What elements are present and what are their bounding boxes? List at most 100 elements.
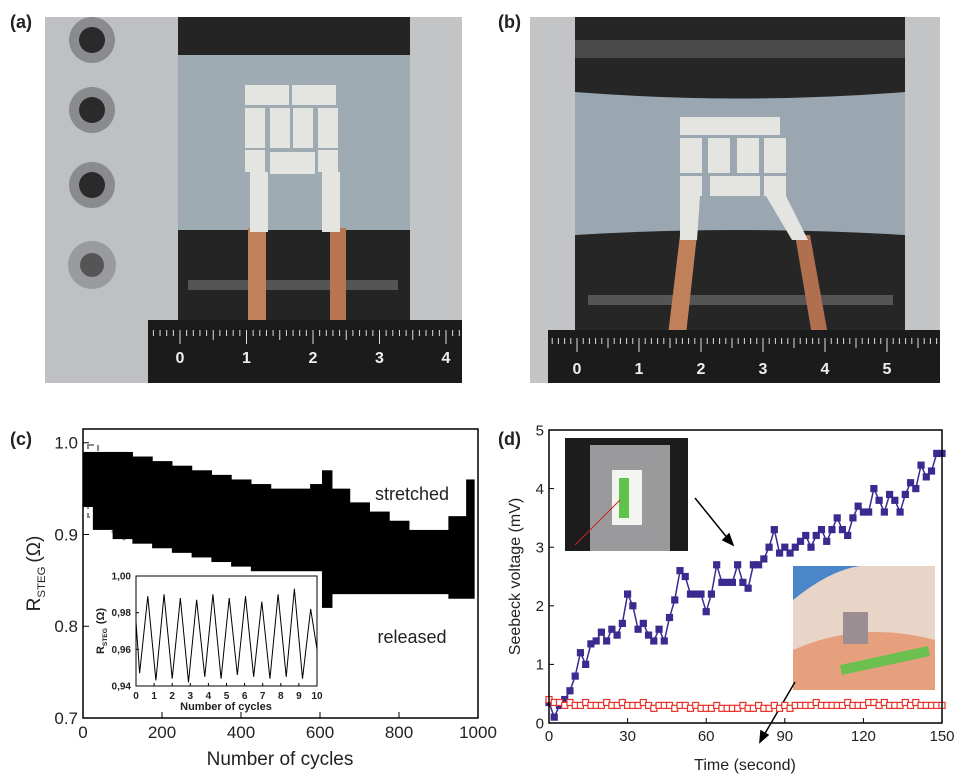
ruler-label: 2: [309, 350, 318, 367]
marker: [834, 515, 840, 521]
marker: [604, 638, 610, 644]
marker: [871, 486, 877, 492]
ruler-label: 3: [375, 350, 384, 367]
marker: [756, 562, 762, 568]
x-tick-label: 600: [306, 723, 334, 742]
band-segment: [211, 475, 231, 562]
ruler-label: 5: [883, 361, 892, 378]
marker: [577, 650, 583, 656]
y-tick-label: 0,94: [112, 682, 132, 693]
marker: [703, 609, 709, 615]
photo-b: [530, 17, 940, 383]
x-tick-label: 0: [133, 691, 139, 702]
y-tick-label: 1: [536, 657, 544, 674]
marker: [771, 527, 777, 533]
marker: [908, 480, 914, 486]
band-segment: [93, 452, 113, 530]
band-segment: [369, 512, 389, 595]
y-label-symbol: R: [95, 646, 107, 654]
x-tick-label: 10: [311, 691, 323, 702]
marker: [839, 527, 845, 533]
marker: [625, 591, 631, 597]
x-axis-label: Number of cycles: [207, 749, 354, 770]
y-label-symbol: R: [24, 598, 45, 612]
band-segment: [231, 479, 251, 566]
inset-photo-1: [565, 438, 688, 551]
marker: [646, 632, 652, 638]
panel-label: (d): [498, 429, 521, 449]
inset-photo-2: [793, 566, 935, 690]
band-segment: [466, 479, 475, 598]
band-segment: [251, 484, 271, 571]
marker: [635, 626, 641, 632]
y-axis-label: Seebeck voltage (mV): [507, 498, 524, 655]
ruler-label: 2: [697, 361, 706, 378]
y-label-subscript: STEG: [36, 566, 48, 597]
marker: [876, 497, 882, 503]
band-segment: [322, 470, 332, 608]
ruler: [148, 320, 462, 383]
y-tick-label: 4: [536, 481, 544, 498]
y-tick-label: 0,98: [112, 608, 132, 619]
x-tick-label: 0: [545, 728, 553, 745]
marker: [866, 509, 872, 515]
marker: [661, 638, 667, 644]
y-tick-label: 0.9: [54, 525, 78, 544]
marker: [651, 638, 657, 644]
annotation: released: [377, 627, 446, 647]
y-label-subscript: STEG: [102, 628, 109, 646]
arrow-head: [760, 731, 768, 742]
x-tick-label: 1: [151, 691, 157, 702]
bolt: [80, 253, 104, 277]
x-tick-label: 8: [278, 691, 284, 702]
x-axis-label: Time (second): [694, 757, 796, 774]
marker: [619, 620, 625, 626]
clamp: [188, 280, 398, 290]
marker: [818, 527, 824, 533]
figure: (a) (b) (c) (d) 01234012345stretchedrele…: [0, 0, 955, 776]
clamp: [575, 40, 905, 58]
marker: [735, 562, 741, 568]
x-tick-label: 200: [148, 723, 176, 742]
x-tick-label: 1000: [459, 723, 497, 742]
marker: [897, 509, 903, 515]
y-tick-label: 0,96: [112, 645, 132, 656]
clamp: [588, 295, 893, 305]
band-segment: [389, 521, 409, 594]
marker: [892, 497, 898, 503]
hole: [79, 172, 105, 198]
y-tick-label: 1,00: [112, 572, 132, 583]
x-tick-label: 60: [698, 728, 715, 745]
x-tick-label: 150: [929, 728, 954, 745]
band-segment: [409, 530, 429, 594]
band-segment: [350, 502, 370, 594]
marker: [551, 714, 557, 720]
marker: [829, 527, 835, 533]
marker: [740, 579, 746, 585]
band-segment: [290, 489, 310, 572]
panel-label: (b): [498, 12, 521, 32]
panel-label: (c): [10, 429, 32, 449]
y-label-unit: (Ω): [24, 536, 45, 563]
marker: [672, 597, 678, 603]
marker: [583, 661, 589, 667]
marker: [902, 491, 908, 497]
ruler-label: 0: [573, 361, 582, 378]
ruler-label: 4: [442, 350, 451, 367]
ruler-label: 0: [176, 350, 185, 367]
x-tick-label: 30: [619, 728, 636, 745]
marker: [777, 550, 783, 556]
marker: [918, 462, 924, 468]
photo-a: [45, 17, 462, 383]
marker: [729, 579, 735, 585]
marker: [824, 538, 830, 544]
y-axis-label: RSTEG(Ω): [95, 608, 109, 654]
marker: [682, 574, 688, 580]
marker: [887, 491, 893, 497]
marker: [677, 568, 683, 574]
marker: [708, 591, 714, 597]
marker: [850, 515, 856, 521]
band-segment: [192, 470, 212, 557]
x-tick-label: 400: [227, 723, 255, 742]
marker: [855, 503, 861, 509]
